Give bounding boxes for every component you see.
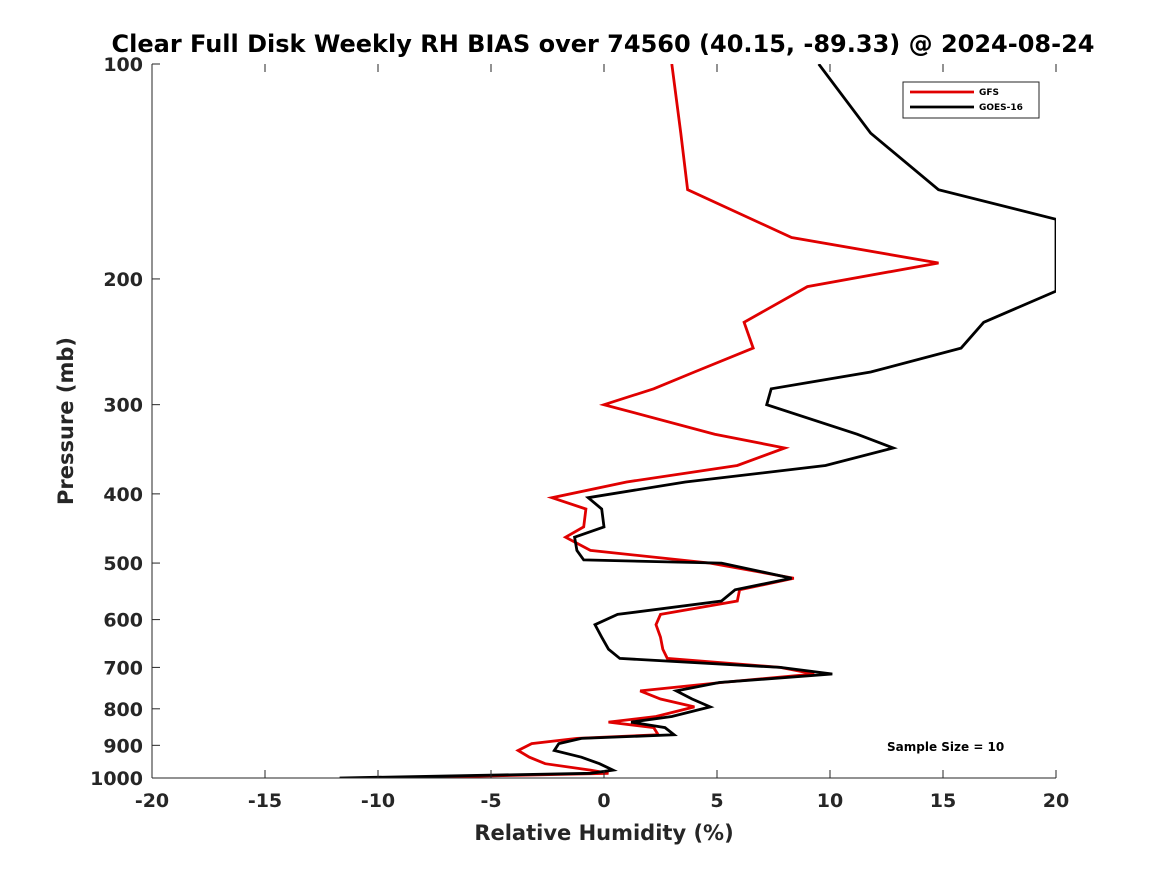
x-tick-label: 10 [817, 790, 843, 812]
x-axis-label: Relative Humidity (%) [474, 821, 733, 845]
y-ticks: 100 200 300 400 500 600 700 800 900 1000 [90, 54, 160, 790]
y-tick-label: 100 [103, 54, 143, 76]
y-tick-label: 400 [103, 484, 143, 506]
x-ticks: -20 -15 -10 -5 0 5 10 15 20 [135, 64, 1069, 812]
y-tick-label: 600 [103, 610, 143, 632]
x-tick-label: 20 [1043, 790, 1069, 812]
legend-label-goes16: GOES-16 [979, 103, 1023, 113]
sample-size-annotation: Sample Size = 10 [887, 740, 1004, 754]
x-tick-label: -20 [135, 790, 169, 812]
legend: GFS GOES-16 [902, 81, 1040, 119]
y-tick-label: 1000 [90, 768, 143, 790]
plot-area: -20 -15 -10 -5 0 5 10 15 20 100 200 300 400 500 600 70… [90, 54, 1069, 812]
x-tick-label: -10 [361, 790, 395, 812]
y-tick-label: 800 [103, 699, 143, 721]
x-tick-label: -15 [248, 790, 282, 812]
x-tick-label: 5 [710, 790, 723, 812]
chart-title: Clear Full Disk Weekly RH BIAS over 7456… [112, 30, 1095, 58]
x-tick-label: 0 [597, 790, 610, 812]
legend-label-gfs: GFS [979, 88, 999, 98]
legend-box [902, 81, 1040, 119]
y-axis-label: Pressure (mb) [54, 337, 78, 505]
y-tick-label: 200 [103, 269, 143, 291]
series-line-goes16 [339, 64, 1056, 778]
series-layer [339, 64, 1056, 778]
x-tick-label: 15 [930, 790, 956, 812]
y-tick-label: 700 [103, 657, 143, 679]
x-tick-label: -5 [480, 790, 501, 812]
y-tick-label: 300 [103, 395, 143, 417]
y-tick-label: 900 [103, 735, 143, 757]
y-tick-label: 500 [103, 553, 143, 575]
